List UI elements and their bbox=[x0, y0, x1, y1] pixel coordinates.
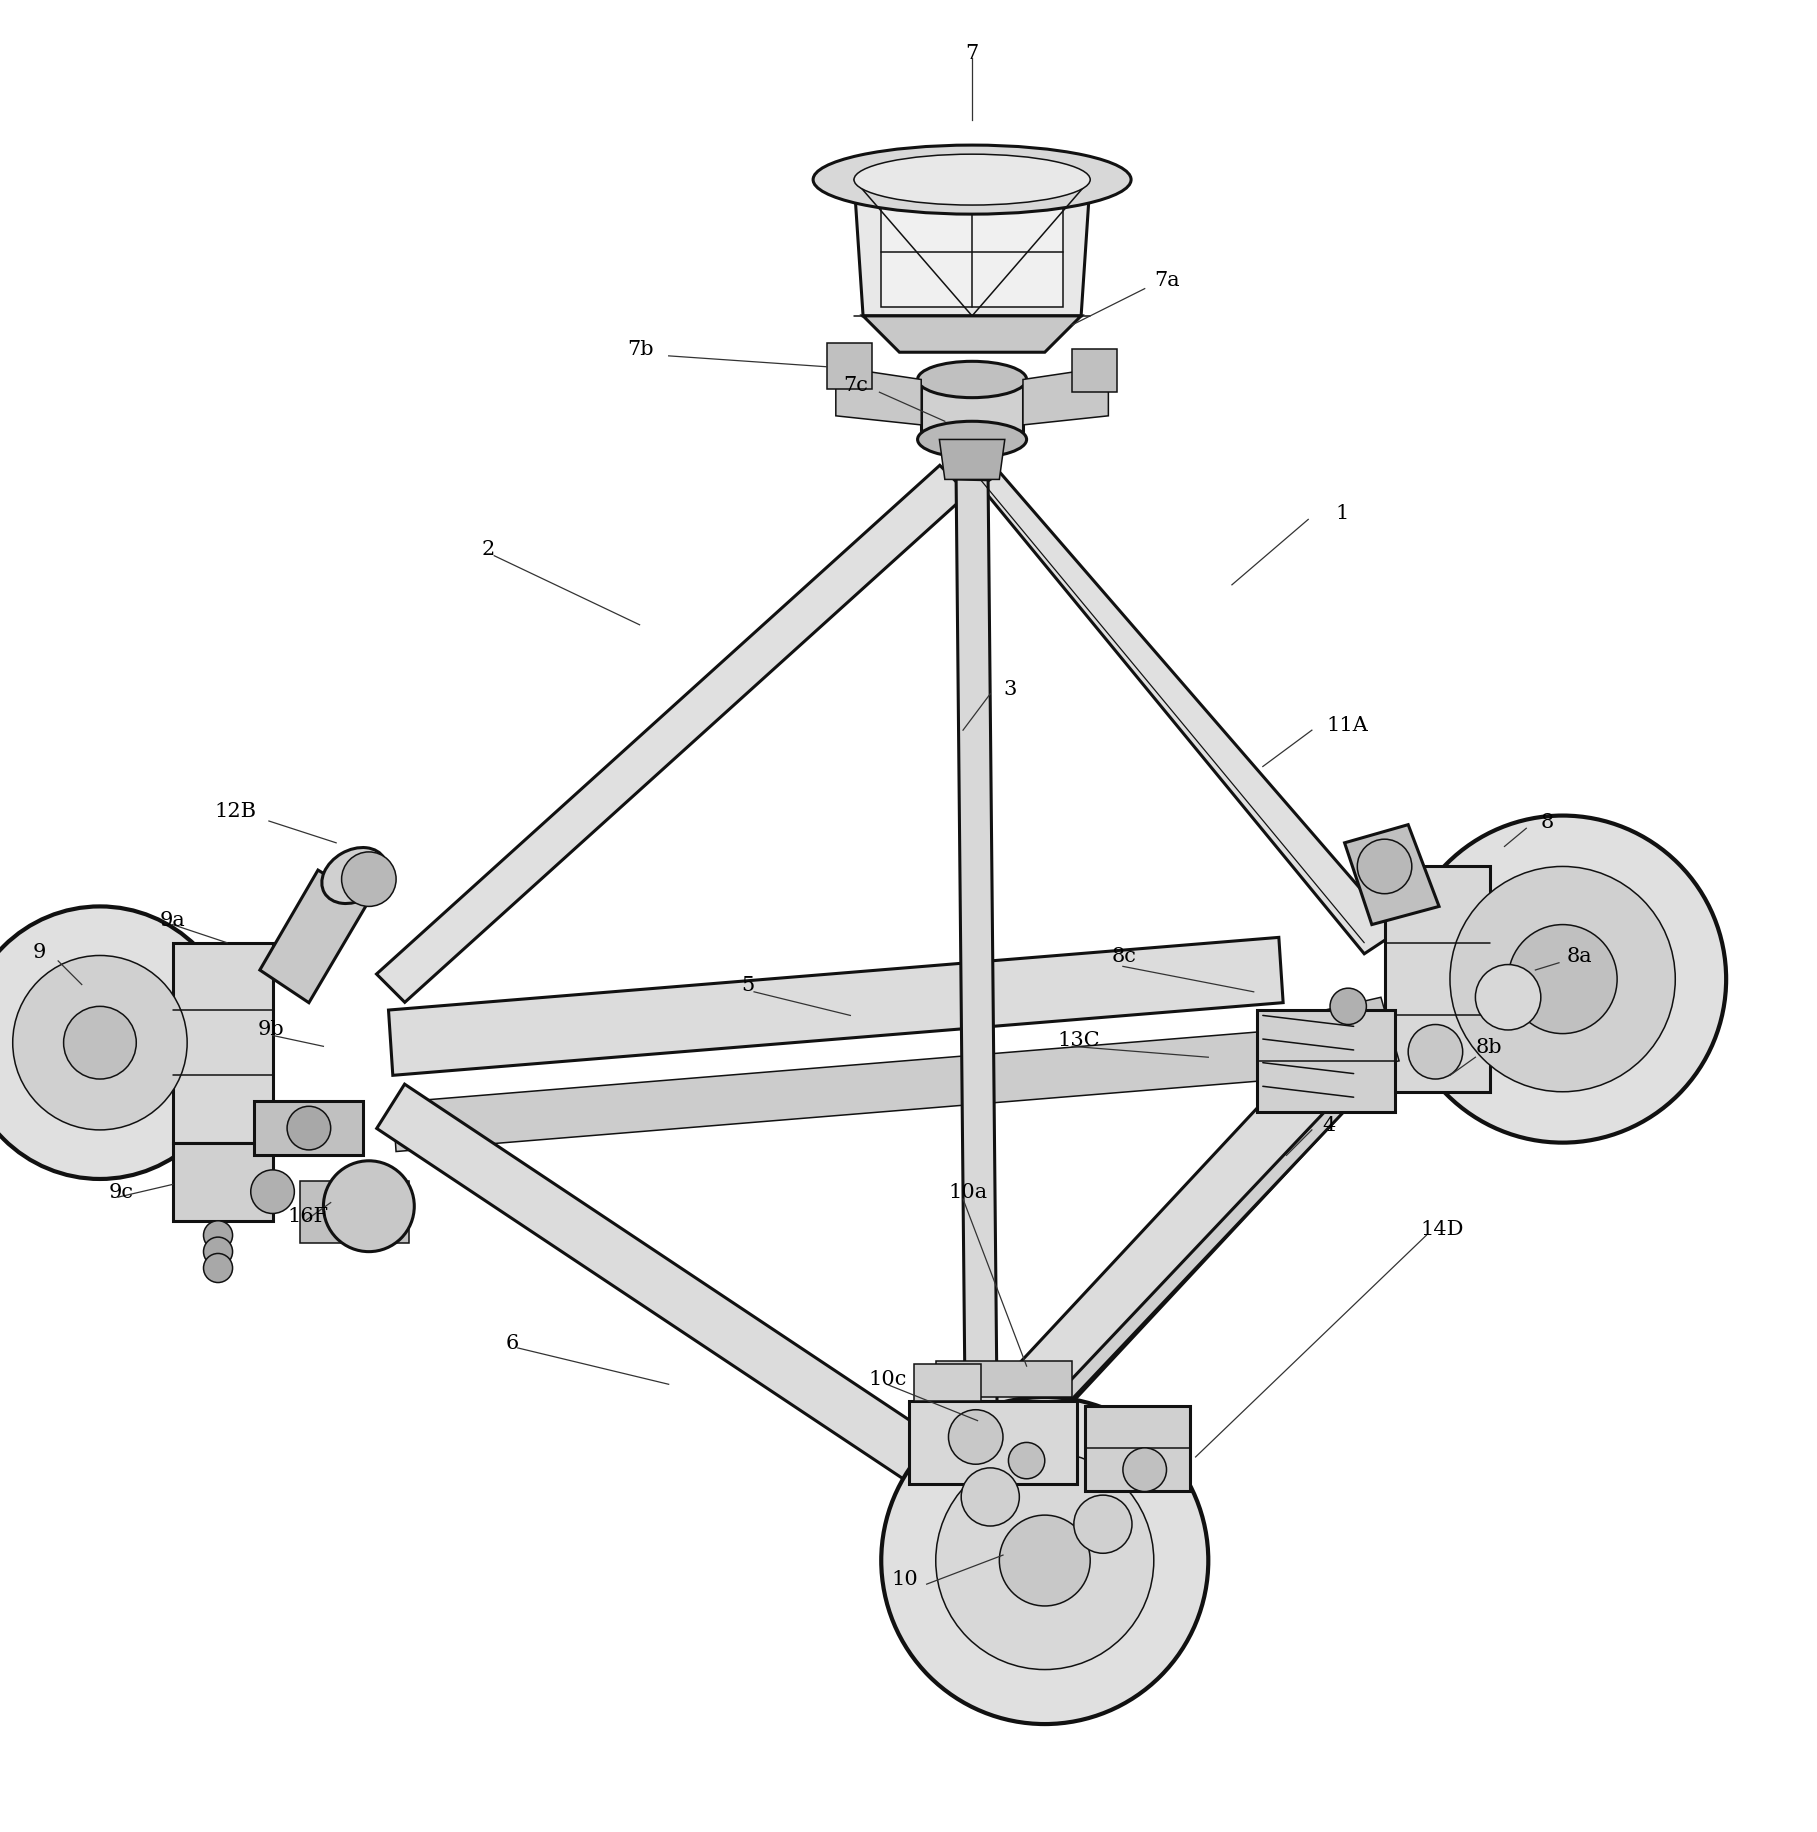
Circle shape bbox=[961, 1467, 1019, 1526]
Circle shape bbox=[342, 852, 396, 907]
Polygon shape bbox=[1317, 998, 1399, 1075]
Polygon shape bbox=[1345, 824, 1439, 925]
Ellipse shape bbox=[918, 421, 1027, 458]
Polygon shape bbox=[173, 943, 273, 1143]
Circle shape bbox=[1475, 965, 1541, 1030]
Text: 3: 3 bbox=[1003, 680, 1016, 698]
Ellipse shape bbox=[918, 363, 1027, 398]
Circle shape bbox=[1508, 925, 1617, 1033]
Text: 7a: 7a bbox=[1154, 271, 1179, 289]
Circle shape bbox=[204, 1253, 233, 1282]
Text: 8: 8 bbox=[1541, 812, 1554, 832]
Text: 1: 1 bbox=[1335, 504, 1348, 522]
Polygon shape bbox=[939, 440, 1005, 480]
Circle shape bbox=[1123, 1447, 1167, 1491]
Text: 8c: 8c bbox=[1112, 947, 1137, 965]
Text: 8b: 8b bbox=[1475, 1037, 1503, 1057]
Text: 9: 9 bbox=[33, 943, 45, 962]
Text: 7: 7 bbox=[965, 44, 979, 62]
Ellipse shape bbox=[814, 147, 1132, 214]
Circle shape bbox=[1450, 867, 1675, 1092]
Ellipse shape bbox=[854, 156, 1090, 205]
Polygon shape bbox=[1023, 368, 1108, 425]
Text: 10: 10 bbox=[892, 1570, 918, 1588]
Circle shape bbox=[1357, 839, 1412, 894]
Text: 5: 5 bbox=[741, 975, 754, 995]
Polygon shape bbox=[376, 1085, 938, 1482]
Circle shape bbox=[1399, 815, 1726, 1143]
Text: 9b: 9b bbox=[258, 1019, 285, 1039]
Polygon shape bbox=[921, 381, 1023, 440]
Polygon shape bbox=[914, 1365, 981, 1401]
Polygon shape bbox=[854, 181, 1090, 317]
Polygon shape bbox=[389, 938, 1283, 1075]
Circle shape bbox=[13, 956, 187, 1130]
Polygon shape bbox=[967, 1022, 1386, 1464]
Text: 13C: 13C bbox=[1057, 1030, 1099, 1050]
Polygon shape bbox=[881, 189, 1063, 308]
Circle shape bbox=[287, 1107, 331, 1150]
Polygon shape bbox=[827, 344, 872, 390]
Circle shape bbox=[1330, 989, 1366, 1024]
Text: 9c: 9c bbox=[109, 1182, 134, 1202]
Text: 7c: 7c bbox=[843, 376, 869, 396]
Text: 16F: 16F bbox=[287, 1205, 329, 1226]
Polygon shape bbox=[300, 1182, 409, 1242]
Polygon shape bbox=[254, 1101, 363, 1156]
Polygon shape bbox=[979, 473, 1397, 954]
Text: 2: 2 bbox=[482, 540, 494, 559]
Text: 8a: 8a bbox=[1566, 947, 1592, 965]
Polygon shape bbox=[836, 368, 921, 425]
Circle shape bbox=[251, 1171, 294, 1215]
Polygon shape bbox=[1257, 1011, 1395, 1112]
Polygon shape bbox=[863, 317, 1081, 354]
Polygon shape bbox=[1008, 1024, 1426, 1445]
Circle shape bbox=[1008, 1442, 1045, 1478]
Polygon shape bbox=[1072, 350, 1117, 394]
Text: 14D: 14D bbox=[1421, 1218, 1465, 1238]
Circle shape bbox=[999, 1515, 1090, 1607]
Polygon shape bbox=[1085, 1407, 1190, 1491]
Text: 10a: 10a bbox=[948, 1182, 988, 1202]
Polygon shape bbox=[908, 1401, 1077, 1484]
Polygon shape bbox=[392, 1030, 1286, 1152]
Circle shape bbox=[204, 1222, 233, 1249]
Text: 7b: 7b bbox=[627, 341, 654, 359]
Polygon shape bbox=[260, 870, 369, 1004]
Circle shape bbox=[948, 1411, 1003, 1464]
Circle shape bbox=[0, 907, 236, 1180]
Text: 9a: 9a bbox=[160, 911, 185, 929]
Circle shape bbox=[204, 1237, 233, 1266]
Circle shape bbox=[64, 1008, 136, 1079]
Polygon shape bbox=[1385, 867, 1490, 1092]
Text: 10c: 10c bbox=[869, 1370, 907, 1389]
Circle shape bbox=[1074, 1495, 1132, 1554]
Ellipse shape bbox=[322, 848, 387, 903]
Polygon shape bbox=[376, 465, 968, 1002]
Text: 4: 4 bbox=[1323, 1116, 1335, 1134]
Polygon shape bbox=[956, 480, 998, 1416]
Polygon shape bbox=[173, 1143, 273, 1222]
Circle shape bbox=[323, 1161, 414, 1251]
Polygon shape bbox=[936, 1361, 1072, 1398]
Text: 6: 6 bbox=[505, 1334, 518, 1352]
Text: 11A: 11A bbox=[1326, 716, 1368, 735]
Circle shape bbox=[1408, 1024, 1463, 1079]
Circle shape bbox=[936, 1451, 1154, 1669]
Circle shape bbox=[881, 1398, 1208, 1724]
Text: 12B: 12B bbox=[214, 801, 256, 821]
